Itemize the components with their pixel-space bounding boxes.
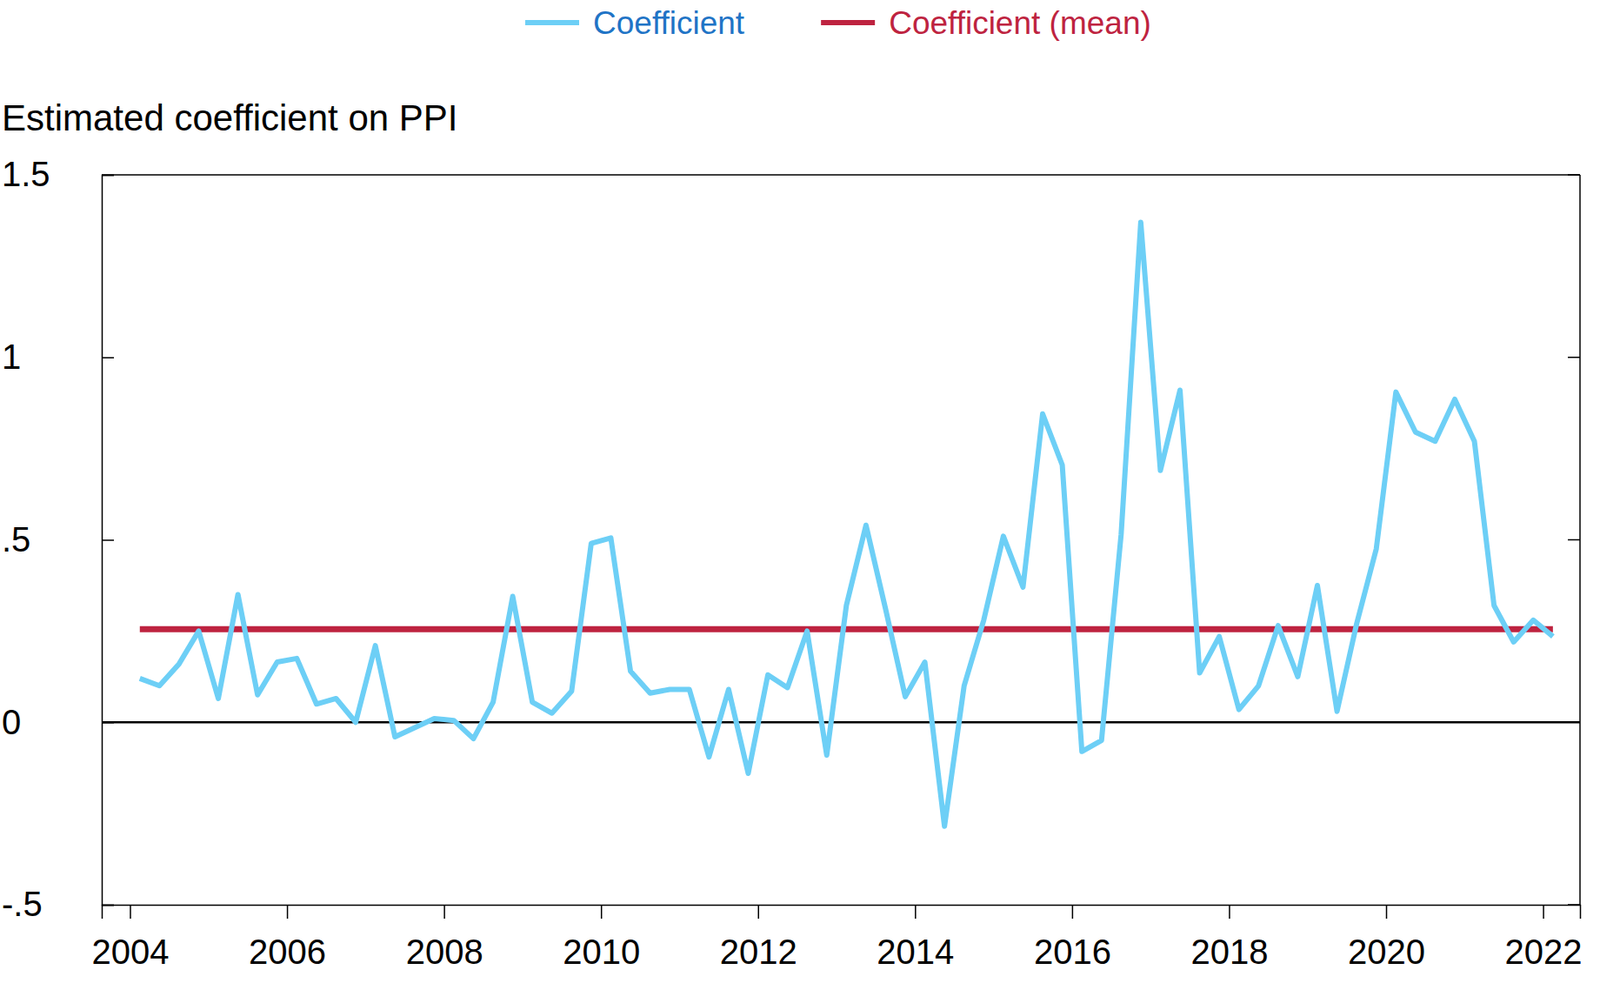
y-axis-title: Estimated coefficient on PPI xyxy=(1,97,459,139)
legend-label: Coefficient xyxy=(593,5,746,41)
legend: Coefficient Coefficient (mean) xyxy=(525,5,1152,41)
series-line xyxy=(140,222,1554,827)
series-line xyxy=(140,626,1554,633)
x-tick-label: 2014 xyxy=(876,932,954,971)
x-tick-mark xyxy=(129,904,132,919)
x-tick-mark xyxy=(758,904,760,919)
x-axis: 2004 2006 2008 2010 2012 2014 2016 2018 2020 2022 xyxy=(92,904,1583,971)
chart: -.50.511.5200420062008201020122014201620… xyxy=(0,0,1600,990)
y-tick: -.5 xyxy=(1,884,114,923)
x-tick-label: 2008 xyxy=(406,932,484,971)
x-tick-label: 2018 xyxy=(1190,932,1268,971)
x-tick: 2006 xyxy=(248,904,327,971)
x-tick-mark xyxy=(286,904,289,919)
y-tick-mark-right xyxy=(1567,903,1580,906)
x-tick-mark xyxy=(1386,904,1388,919)
x-tick: 2022 xyxy=(1505,904,1583,971)
x-tick-mark xyxy=(443,904,446,919)
frame-top xyxy=(101,173,1580,176)
legend-item: Coefficient (mean) xyxy=(820,5,1152,41)
y-tick: 1.5 xyxy=(1,154,114,194)
x-tick-label: 2012 xyxy=(720,932,798,971)
x-tick-label: 2010 xyxy=(562,932,640,971)
x-tick: 2010 xyxy=(562,904,640,971)
plot-area xyxy=(140,222,1554,827)
legend-label: Coefficient (mean) xyxy=(888,5,1152,41)
x-tick: 2020 xyxy=(1347,904,1426,971)
x-tick-mark xyxy=(914,904,917,919)
y-tick-mark xyxy=(101,357,114,360)
y-tick-mark-right xyxy=(1567,721,1580,724)
x-tick: 2008 xyxy=(406,904,484,971)
x-tick-mark xyxy=(1072,904,1074,919)
y-tick-label: -.5 xyxy=(1,884,43,923)
y-tick-label: 1 xyxy=(1,337,21,376)
y-tick-label: 0 xyxy=(1,702,21,741)
x-tick-label: 2004 xyxy=(92,932,170,971)
legend-swatch xyxy=(820,20,875,26)
x-tick: 2004 xyxy=(92,904,170,971)
x-tick-mark xyxy=(1228,904,1231,919)
x-tick-label: 2006 xyxy=(248,932,327,971)
y-tick-mark xyxy=(101,539,114,541)
legend-swatch xyxy=(525,20,580,26)
x-tick: 2018 xyxy=(1190,904,1268,971)
y-tick-mark-right xyxy=(1567,173,1580,176)
y-tick-mark xyxy=(101,721,114,724)
y-tick: .5 xyxy=(1,520,114,559)
zero-line xyxy=(101,720,1580,724)
y-axis: -.5 0 .5 1 1.5 xyxy=(1,154,114,923)
y-tick-label: 1.5 xyxy=(1,154,51,194)
x-tick-label: 2022 xyxy=(1505,932,1583,971)
x-tick-mark xyxy=(1542,904,1545,919)
x-tick-mark xyxy=(600,904,603,919)
x-tick-label: 2020 xyxy=(1347,932,1426,971)
y-tick-mark-right xyxy=(1567,356,1580,359)
y-tick: 1 xyxy=(1,337,114,376)
x-axis-line xyxy=(102,905,1581,920)
legend-item: Coefficient xyxy=(525,5,746,41)
y-tick-label: .5 xyxy=(1,520,31,559)
y-tick-mark-right xyxy=(1567,539,1580,541)
y-tick: 0 xyxy=(1,702,114,741)
x-tick: 2014 xyxy=(876,904,954,971)
y-axis-line xyxy=(102,175,115,906)
x-tick: 2012 xyxy=(720,904,798,971)
x-tick: 2016 xyxy=(1033,904,1112,971)
x-tick-label: 2016 xyxy=(1033,932,1112,971)
